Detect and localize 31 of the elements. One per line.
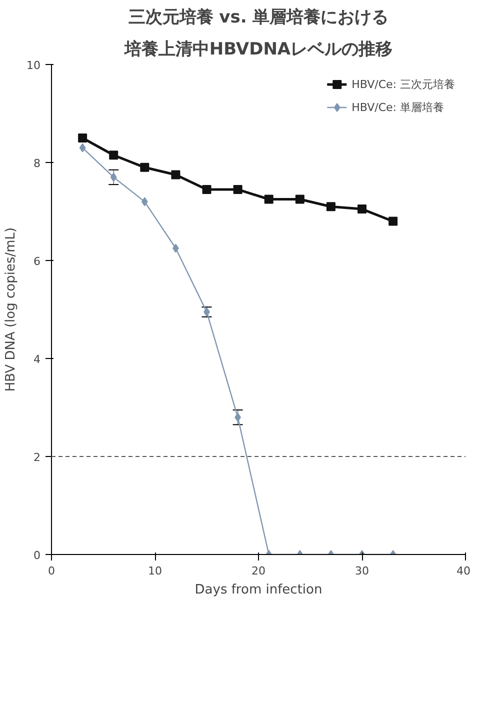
y-axis-title: HBV DNA (log copies/mL) xyxy=(4,227,19,392)
x-tick-label: 10 xyxy=(148,564,162,578)
point xyxy=(109,150,118,160)
y-tick-label: 10 xyxy=(26,59,41,72)
legend-label: HBV/Ce: 三次元培養 xyxy=(352,76,455,92)
point xyxy=(171,170,180,180)
point xyxy=(295,194,304,204)
point xyxy=(264,194,274,204)
x-tick-label: 20 xyxy=(252,564,266,578)
x-axis-title: Days from infection xyxy=(194,582,322,598)
x-tick-label: 30 xyxy=(355,564,369,578)
point xyxy=(140,162,150,172)
point xyxy=(388,216,398,226)
chart-title: 三次元培養 vs. 単層培養における xyxy=(128,8,389,28)
x-tick-label: 40 xyxy=(456,564,471,578)
y-tick-label: 8 xyxy=(34,157,40,170)
point xyxy=(78,134,88,142)
y-tick-label: 6 xyxy=(34,255,40,268)
y-tick-label: 2 xyxy=(34,451,40,464)
point xyxy=(202,184,212,194)
point xyxy=(326,202,336,212)
point xyxy=(358,204,366,214)
y-tick-label: 0 xyxy=(34,549,40,562)
point xyxy=(233,184,242,194)
point xyxy=(110,172,117,182)
point xyxy=(141,197,148,206)
y-tick-label: 4 xyxy=(34,353,40,366)
x-tick-label: 0 xyxy=(48,564,55,578)
legend-label: HBV/Ce: 単層培養 xyxy=(352,100,444,114)
chart-subtitle: 培養上清中HBVDNAレベルの推移 xyxy=(123,40,393,60)
point xyxy=(79,143,86,152)
